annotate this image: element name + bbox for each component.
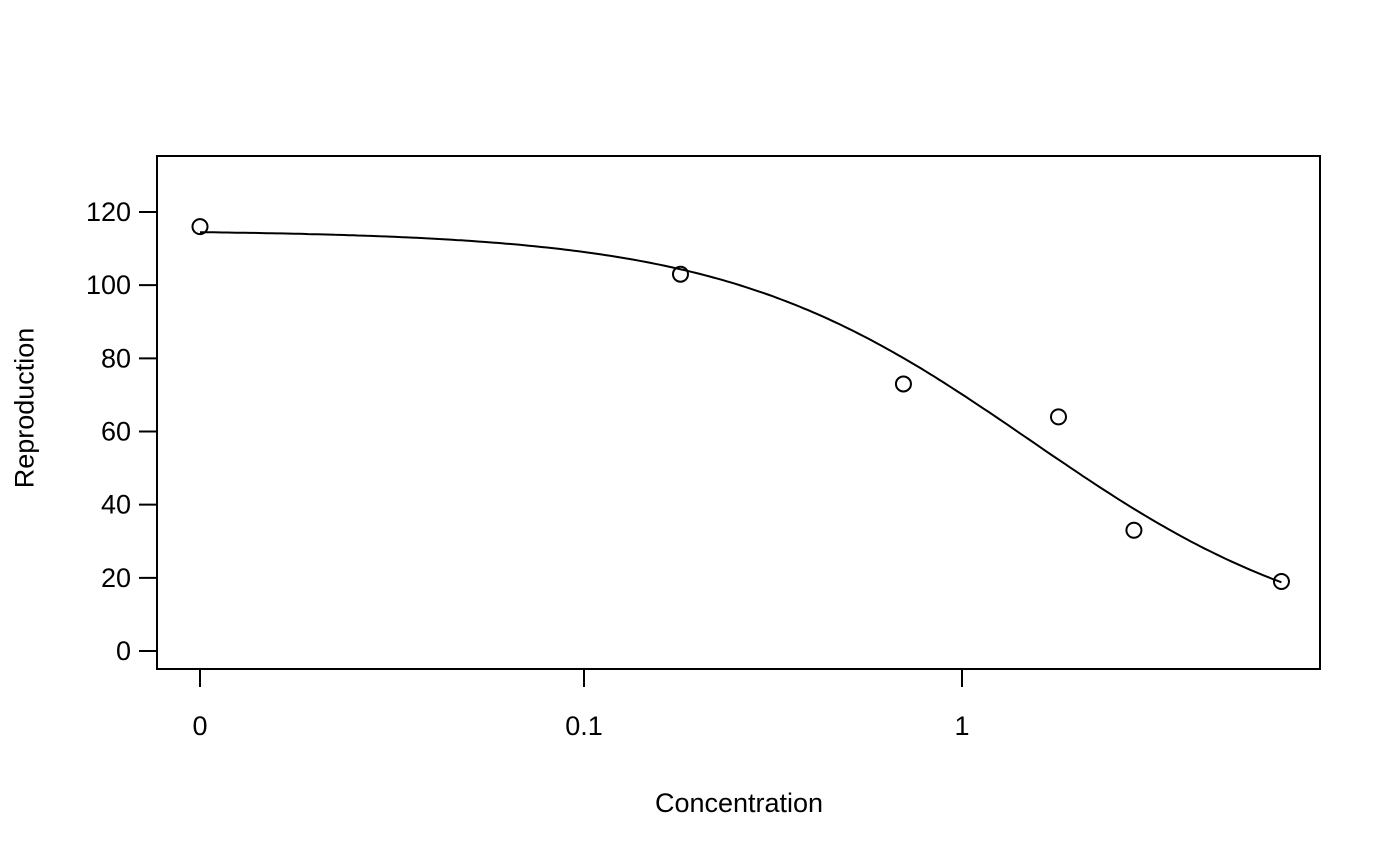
y-tick-label: 0 xyxy=(116,636,131,666)
x-tick-label: 1 xyxy=(954,711,969,741)
data-point xyxy=(1049,408,1067,426)
data-point xyxy=(191,218,209,236)
data-point xyxy=(671,265,689,283)
data-point xyxy=(894,375,912,393)
y-axis-title: Reproduction xyxy=(9,327,40,489)
x-tick-label: 0 xyxy=(192,711,207,741)
y-tick-label: 40 xyxy=(101,490,131,520)
y-tick-label: 20 xyxy=(101,563,131,593)
y-tick-label: 80 xyxy=(101,343,131,373)
y-tick-label: 120 xyxy=(86,197,131,227)
plot-border xyxy=(156,155,1321,670)
data-point xyxy=(1125,521,1143,539)
data-point xyxy=(1272,572,1290,590)
y-tick-label: 100 xyxy=(86,270,131,300)
fit-curve xyxy=(200,231,1282,584)
x-axis-title: Concentration xyxy=(654,788,824,818)
y-tick-label: 60 xyxy=(101,417,131,447)
x-tick-label: 0.1 xyxy=(565,711,603,741)
